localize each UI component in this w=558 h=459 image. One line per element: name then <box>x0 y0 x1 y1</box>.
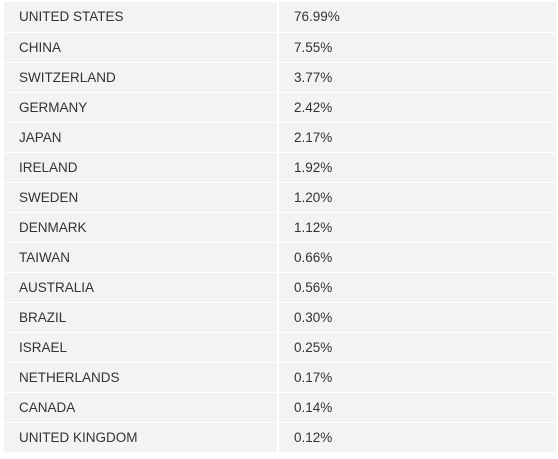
country-cell: IRELAND <box>4 152 279 183</box>
table-row: GERMANY 2.42% <box>4 92 556 123</box>
country-cell: ISRAEL <box>4 332 279 363</box>
country-cell: UNITED STATES <box>4 2 279 33</box>
table-row: BRAZIL 0.30% <box>4 302 556 333</box>
table-body: UNITED STATES 76.99% CHINA 7.55% SWITZER… <box>4 2 556 453</box>
percent-cell: 1.92% <box>278 152 556 183</box>
country-cell: CANADA <box>4 392 279 423</box>
percent-cell: 0.30% <box>278 302 556 333</box>
country-cell: AUSTRALIA <box>4 272 279 303</box>
table-row: AUSTRALIA 0.56% <box>4 272 556 303</box>
percent-cell: 1.20% <box>278 182 556 213</box>
country-cell: JAPAN <box>4 122 279 153</box>
country-cell: UNITED KINGDOM <box>4 422 279 453</box>
percent-cell: 0.66% <box>278 242 556 273</box>
table-row: CANADA 0.14% <box>4 392 556 423</box>
table-row: CHINA 7.55% <box>4 32 556 63</box>
percent-cell: 2.17% <box>278 122 556 153</box>
country-cell: BRAZIL <box>4 302 279 333</box>
table-row: UNITED STATES 76.99% <box>4 2 556 33</box>
country-cell: CHINA <box>4 32 279 63</box>
country-cell: SWITZERLAND <box>4 62 279 93</box>
percent-cell: 0.17% <box>278 362 556 393</box>
table-row: TAIWAN 0.66% <box>4 242 556 273</box>
country-cell: DENMARK <box>4 212 279 243</box>
percent-cell: 0.56% <box>278 272 556 303</box>
percent-cell: 0.14% <box>278 392 556 423</box>
table-row: UNITED KINGDOM 0.12% <box>4 422 556 453</box>
percent-cell: 0.12% <box>278 422 556 453</box>
percent-cell: 2.42% <box>278 92 556 123</box>
percent-cell: 7.55% <box>278 32 556 63</box>
table-row: DENMARK 1.12% <box>4 212 556 243</box>
country-weight-table-container: UNITED STATES 76.99% CHINA 7.55% SWITZER… <box>4 2 556 453</box>
table-row: SWEDEN 1.20% <box>4 182 556 213</box>
country-cell: GERMANY <box>4 92 279 123</box>
table-row: SWITZERLAND 3.77% <box>4 62 556 93</box>
country-cell: NETHERLANDS <box>4 362 279 393</box>
percent-cell: 1.12% <box>278 212 556 243</box>
country-cell: SWEDEN <box>4 182 279 213</box>
table-row: ISRAEL 0.25% <box>4 332 556 363</box>
percent-cell: 3.77% <box>278 62 556 93</box>
table-row: JAPAN 2.17% <box>4 122 556 153</box>
country-cell: TAIWAN <box>4 242 279 273</box>
table-row: NETHERLANDS 0.17% <box>4 362 556 393</box>
percent-cell: 0.25% <box>278 332 556 363</box>
percent-cell: 76.99% <box>278 2 556 33</box>
country-weight-table: UNITED STATES 76.99% CHINA 7.55% SWITZER… <box>4 2 556 453</box>
table-row: IRELAND 1.92% <box>4 152 556 183</box>
